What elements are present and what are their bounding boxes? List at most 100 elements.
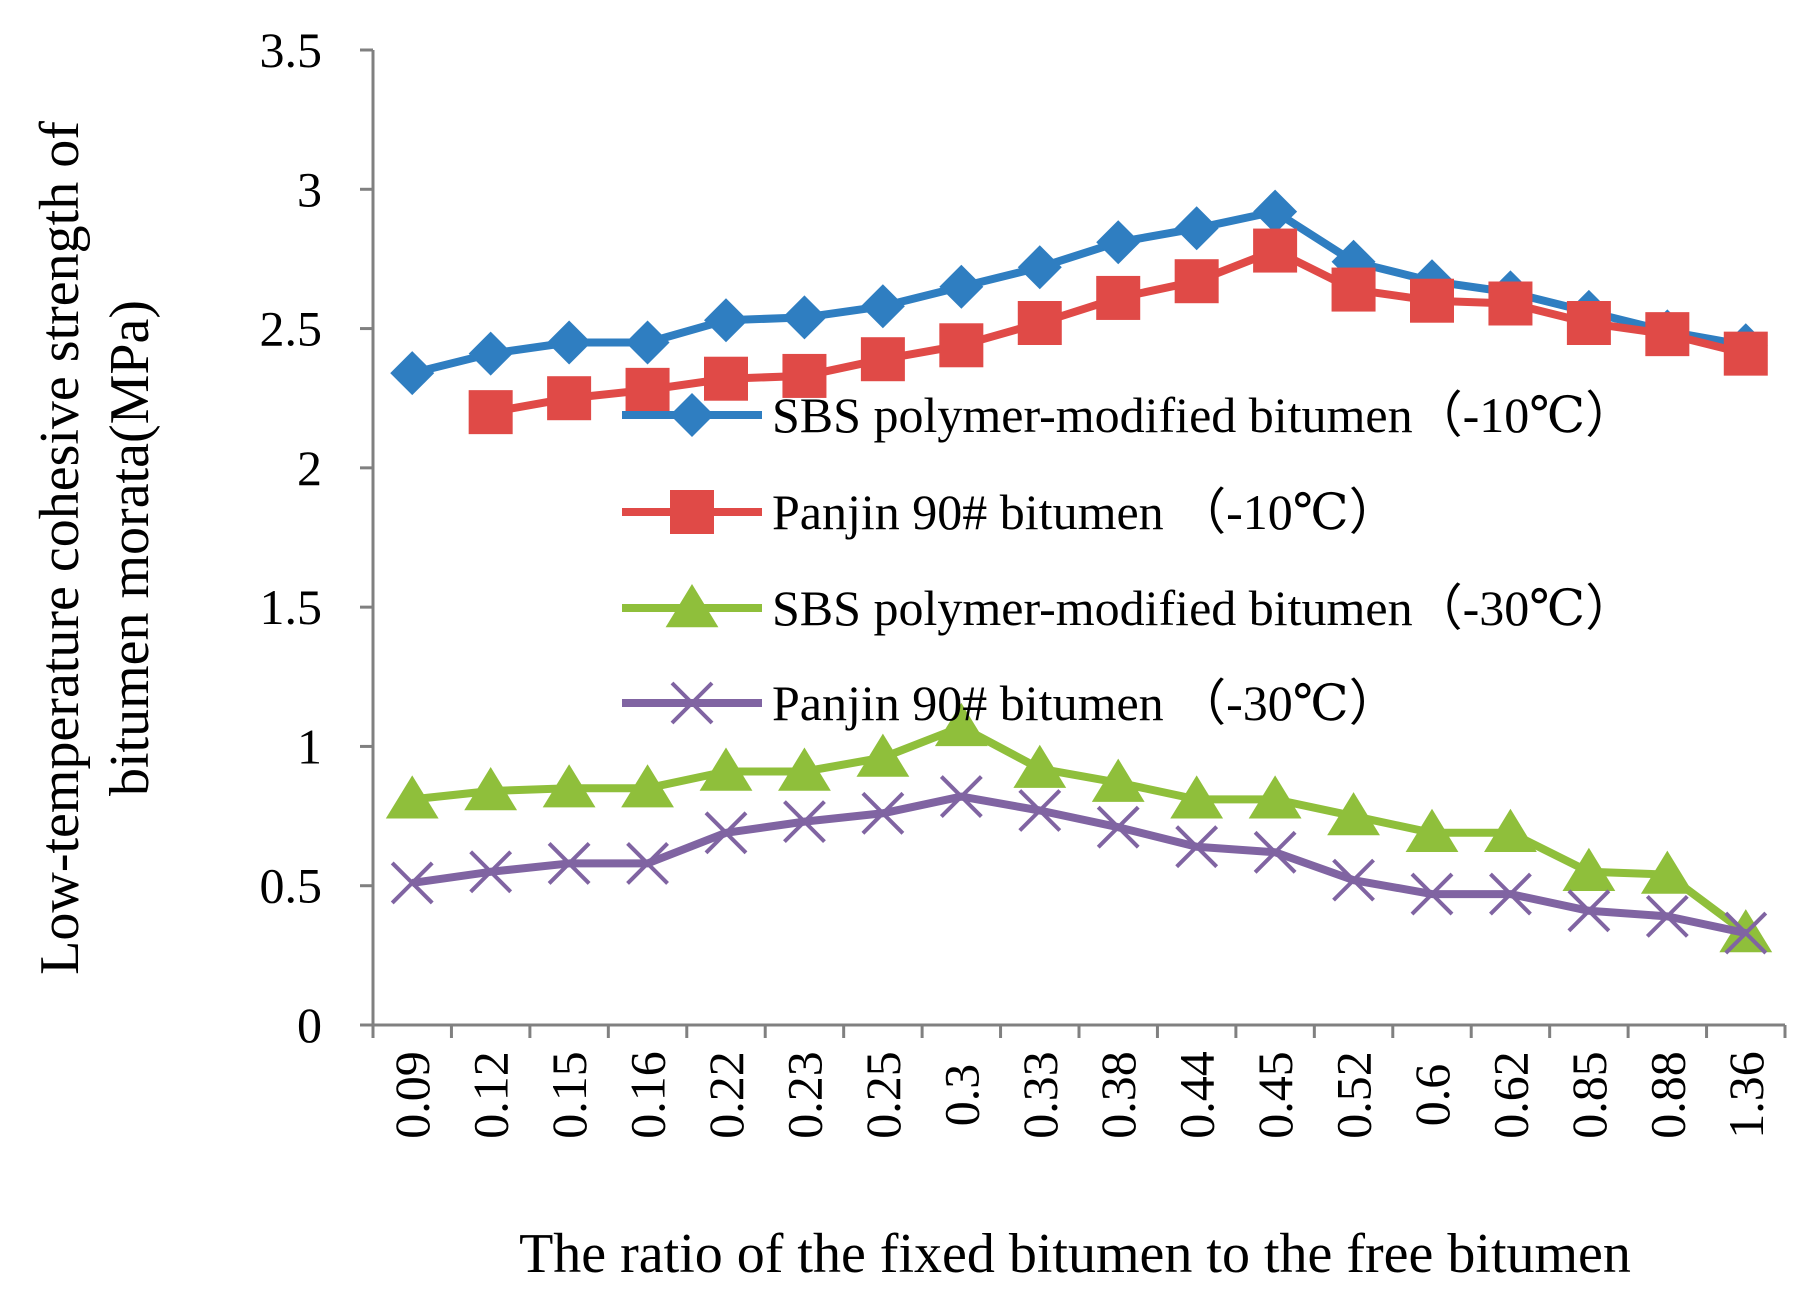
- x-category-label: 0.6: [1404, 1064, 1460, 1127]
- data-point: [1488, 281, 1533, 326]
- data-point: [939, 264, 984, 309]
- data-point: [699, 747, 753, 791]
- y-tick-label: 0: [297, 997, 322, 1053]
- data-point: [860, 284, 905, 329]
- x-axis-ticks: 0.09 0.12 0.15 0.16 0.22 0.23 0.25 0.3 0.33 0.38 0…: [371, 1025, 1787, 1139]
- data-point: [1640, 850, 1694, 894]
- data-point: [625, 367, 670, 412]
- data-point: [1562, 847, 1616, 891]
- data-point: [778, 747, 831, 791]
- data-point: [1410, 278, 1454, 323]
- data-point: [783, 800, 826, 844]
- x-category-label: 0.44: [1169, 1051, 1225, 1139]
- data-point: [1253, 228, 1298, 273]
- x-category-label: 0.22: [698, 1051, 754, 1139]
- series-group: [468, 228, 1768, 435]
- data-point: [1332, 858, 1375, 902]
- y-tick-label: 0.5: [260, 858, 323, 914]
- x-category-label: 0.85: [1561, 1051, 1617, 1139]
- data-point: [861, 791, 905, 835]
- data-point: [1331, 267, 1376, 312]
- legend-marker: [670, 393, 714, 437]
- data-point: [1567, 889, 1611, 933]
- data-point: [939, 323, 984, 368]
- y-tick-label: 2.5: [260, 301, 323, 357]
- legend-label: SBS polymer-modified bitumen（-30℃）: [772, 580, 1635, 636]
- y-tick-label: 1: [297, 718, 322, 774]
- data-point: [547, 376, 592, 421]
- data-point: [1017, 245, 1062, 290]
- data-point: [468, 390, 513, 435]
- data-point: [704, 811, 748, 855]
- data-point: [704, 298, 748, 343]
- axes: [360, 50, 1785, 1027]
- data-point: [1096, 805, 1140, 849]
- data-point: [1723, 331, 1768, 376]
- data-point: [1175, 825, 1219, 869]
- x-category-label: 0.45: [1247, 1051, 1303, 1139]
- data-point: [1327, 792, 1380, 836]
- data-point: [1484, 808, 1537, 852]
- series-line: [411, 792, 1747, 937]
- data-point: [621, 764, 674, 808]
- y-axis-title-line1: Low-temperature cohesive strength of: [29, 121, 91, 975]
- data-point: [782, 353, 827, 398]
- x-category-label: 0.16: [620, 1051, 676, 1139]
- legend-label: SBS polymer-modified bitumen（-10℃）: [772, 387, 1635, 443]
- data-point: [464, 767, 518, 811]
- series-group: [385, 702, 1773, 953]
- data-point: [547, 842, 591, 885]
- data-point: [1091, 758, 1145, 802]
- x-category-label: 0.33: [1012, 1051, 1068, 1139]
- data-point: [1248, 775, 1302, 819]
- data-point: [1174, 259, 1219, 304]
- x-category-label: 1.36: [1718, 1051, 1774, 1139]
- data-point: [1405, 808, 1459, 852]
- x-category-label: 0.88: [1639, 1051, 1695, 1139]
- x-axis-title: The ratio of the fixed bitumen to the fr…: [519, 1223, 1631, 1285]
- data-point: [939, 775, 983, 818]
- legend-marker: [670, 490, 714, 534]
- data-point: [547, 320, 592, 365]
- data-point: [1724, 911, 1768, 955]
- data-point: [1645, 894, 1689, 938]
- y-tick-label: 3.5: [260, 22, 323, 78]
- data-point: [1096, 220, 1141, 265]
- data-point: [934, 702, 988, 747]
- y-tick-label: 2: [297, 440, 322, 496]
- data-point: [1253, 189, 1298, 234]
- y-tick-label: 1.5: [260, 579, 323, 635]
- data-point: [469, 850, 513, 894]
- data-point: [782, 295, 827, 340]
- data-point: [1174, 206, 1219, 251]
- data-point: [1645, 312, 1690, 357]
- x-category-label: 0.12: [463, 1051, 519, 1139]
- x-category-label: 0.15: [541, 1051, 597, 1139]
- data-point: [1566, 301, 1611, 345]
- legend: SBS polymer-modified bitumen（-10℃） Panjin…: [622, 387, 1635, 731]
- data-point: [1017, 301, 1062, 345]
- data-point: [1013, 744, 1067, 788]
- data-point: [468, 331, 513, 376]
- legend-label: Panjin 90# bitumen （-10℃）: [772, 484, 1399, 540]
- series-line: [411, 207, 1747, 378]
- legend-marker: [665, 584, 719, 628]
- legend-label: Panjin 90# bitumen （-30℃）: [772, 675, 1399, 731]
- x-category-label: 0.09: [384, 1051, 440, 1139]
- x-category-label: 0.38: [1090, 1051, 1146, 1139]
- series-group: [390, 775, 1768, 955]
- data-point: [860, 337, 905, 382]
- data-point: [1489, 872, 1532, 916]
- data-point: [704, 356, 748, 401]
- data-point: [542, 764, 596, 808]
- data-point: [1170, 775, 1224, 819]
- data-point: [1253, 830, 1297, 874]
- data-point: [385, 775, 439, 819]
- data-point: [390, 351, 435, 396]
- y-axis-title-line2: bitumen morata(MPa): [99, 300, 161, 796]
- x-category-label: 0.62: [1482, 1051, 1538, 1139]
- data-point: [1096, 275, 1141, 320]
- data-point: [625, 320, 670, 365]
- x-category-label: 0.52: [1326, 1051, 1382, 1139]
